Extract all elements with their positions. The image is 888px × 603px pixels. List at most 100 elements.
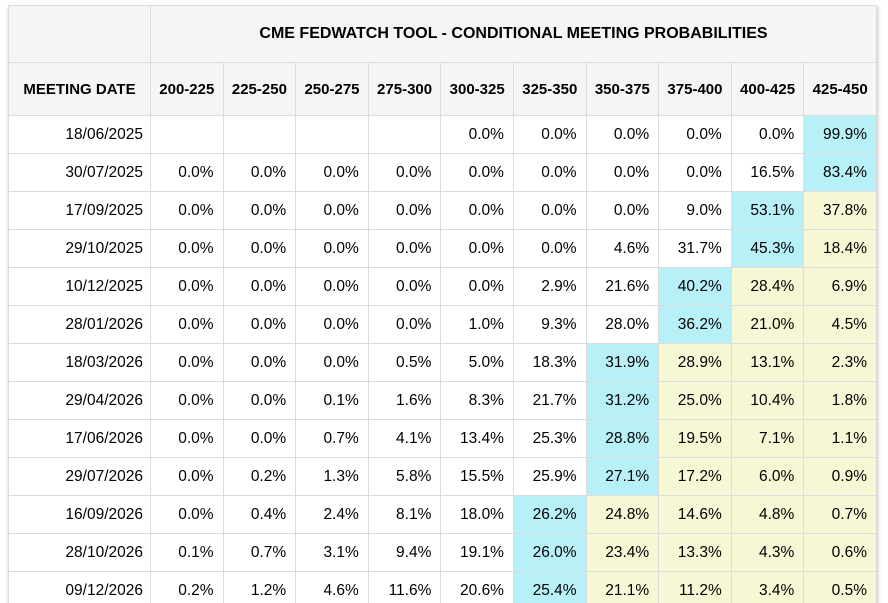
probability-cell: 0.0% <box>440 191 514 230</box>
probability-cell: 2.4% <box>295 495 369 534</box>
probability-cell: 0.0% <box>295 153 369 192</box>
meeting-date-cell: 16/09/2026 <box>8 495 151 534</box>
probability-cell: 0.0% <box>150 153 224 192</box>
probability-cell: 0.0% <box>222 267 297 306</box>
rate-range-header: 300-325 <box>440 62 514 116</box>
probability-cell: 37.8% <box>803 191 877 230</box>
probability-cell: 16.5% <box>730 153 805 192</box>
probability-cell <box>222 115 297 154</box>
probability-cell: 0.0% <box>150 267 224 306</box>
probability-cell: 23.4% <box>585 533 660 572</box>
probability-cell: 1.3% <box>295 457 369 496</box>
probability-cell: 45.3% <box>730 229 805 268</box>
probability-cell: 0.0% <box>150 191 224 230</box>
rate-range-header: 400-425 <box>730 62 805 116</box>
probability-cell: 53.1% <box>730 191 805 230</box>
probability-cell: 0.0% <box>150 229 224 268</box>
probability-cell: 0.0% <box>150 419 224 458</box>
probability-cell: 0.0% <box>730 115 805 154</box>
meeting-date-cell: 18/03/2026 <box>8 343 151 382</box>
probability-cell: 0.0% <box>150 381 224 420</box>
probability-cell: 20.6% <box>440 571 514 603</box>
probability-cell: 0.0% <box>440 153 514 192</box>
probability-cell: 18.0% <box>440 495 514 534</box>
probability-cell: 28.8% <box>585 419 660 458</box>
table-row: 09/12/2026 0.2% 1.2% 4.6% 11.6% 20.6% 25.4% 21.… <box>8 571 877 603</box>
probability-cell: 0.0% <box>295 305 369 344</box>
probability-cell: 9.3% <box>512 305 587 344</box>
rate-range-header: 275-300 <box>367 62 442 116</box>
probability-cell: 0.0% <box>222 153 297 192</box>
probability-cell: 4.6% <box>295 571 369 603</box>
probability-cell: 0.0% <box>367 191 442 230</box>
probability-cell: 19.1% <box>440 533 514 572</box>
probability-cell: 6.0% <box>730 457 805 496</box>
table-row: 29/04/2026 0.0% 0.0% 0.1% 1.6% 8.3% 21.7% 31.2%… <box>8 381 877 420</box>
probability-cell: 0.0% <box>222 419 297 458</box>
probability-cell: 0.7% <box>295 419 369 458</box>
probability-cell: 0.0% <box>222 305 297 344</box>
probability-cell: 0.0% <box>658 153 732 192</box>
rate-range-header: 375-400 <box>658 62 732 116</box>
probability-cell: 0.0% <box>512 115 587 154</box>
column-header-row: MEETING DATE 200-225 225-250 250-275 275-300… <box>8 62 877 116</box>
probability-cell: 0.0% <box>222 229 297 268</box>
table-row: 16/09/2026 0.0% 0.4% 2.4% 8.1% 18.0% 26.2% 24.8… <box>8 495 877 534</box>
probability-cell: 0.0% <box>367 267 442 306</box>
meeting-date-cell: 28/10/2026 <box>8 533 151 572</box>
probability-cell: 40.2% <box>658 267 732 306</box>
probability-rows: 18/06/2025 0.0% 0.0% 0.0% 0.0% 0.0% 99.9% 30/07… <box>8 115 877 603</box>
meeting-date-cell: 29/07/2026 <box>8 457 151 496</box>
probability-cell: 4.1% <box>367 419 442 458</box>
table-row: 28/10/2026 0.1% 0.7% 3.1% 9.4% 19.1% 26.0% 23.4… <box>8 533 877 572</box>
title-row: CME FEDWATCH TOOL - CONDITIONAL MEETING … <box>8 5 877 63</box>
probability-cell: 4.5% <box>803 305 877 344</box>
probability-cell: 21.7% <box>512 381 587 420</box>
probability-cell: 4.6% <box>585 229 660 268</box>
probability-cell: 17.2% <box>658 457 732 496</box>
probability-cell: 0.0% <box>512 191 587 230</box>
probability-cell: 15.5% <box>440 457 514 496</box>
probability-cell: 7.1% <box>730 419 805 458</box>
probability-cell: 5.0% <box>440 343 514 382</box>
probability-cell: 4.8% <box>730 495 805 534</box>
table-row: 17/09/2025 0.0% 0.0% 0.0% 0.0% 0.0% 0.0% 0.0% 9.… <box>8 191 877 230</box>
probability-cell: 28.0% <box>585 305 660 344</box>
probability-cell: 0.0% <box>222 191 297 230</box>
probability-cell: 9.0% <box>658 191 732 230</box>
table-row: 30/07/2025 0.0% 0.0% 0.0% 0.0% 0.0% 0.0% 0.0% 0.… <box>8 153 877 192</box>
probability-cell: 0.5% <box>367 343 442 382</box>
probability-cell: 1.2% <box>222 571 297 603</box>
probability-cell: 1.8% <box>803 381 877 420</box>
probability-cell: 83.4% <box>803 153 877 192</box>
probability-cell: 25.4% <box>512 571 587 603</box>
probability-cell: 2.9% <box>512 267 587 306</box>
meeting-date-cell: 30/07/2025 <box>8 153 151 192</box>
probability-cell: 28.4% <box>730 267 805 306</box>
rate-range-header: 250-275 <box>295 62 369 116</box>
probability-cell: 21.1% <box>585 571 660 603</box>
probability-cell: 0.0% <box>440 267 514 306</box>
probability-cell: 13.4% <box>440 419 514 458</box>
probability-cell: 0.0% <box>295 267 369 306</box>
probability-cell: 24.8% <box>585 495 660 534</box>
meeting-date-cell: 10/12/2025 <box>8 267 151 306</box>
probability-cell: 0.0% <box>658 115 732 154</box>
table-row: 18/06/2025 0.0% 0.0% 0.0% 0.0% 0.0% 99.9% <box>8 115 877 154</box>
probability-cell: 0.0% <box>585 115 660 154</box>
probability-cell: 0.7% <box>222 533 297 572</box>
probability-cell: 4.3% <box>730 533 805 572</box>
meeting-date-cell: 29/04/2026 <box>8 381 151 420</box>
corner-cell <box>8 5 151 63</box>
probability-cell: 2.3% <box>803 343 877 382</box>
probability-cell: 0.0% <box>512 229 587 268</box>
probability-cell: 0.2% <box>150 571 224 603</box>
probability-cell: 8.1% <box>367 495 442 534</box>
probability-cell: 1.0% <box>440 305 514 344</box>
probability-cell: 0.0% <box>440 229 514 268</box>
probability-cell <box>367 115 442 154</box>
probability-cell: 10.4% <box>730 381 805 420</box>
meeting-date-cell: 09/12/2026 <box>8 571 151 603</box>
probability-cell: 0.6% <box>803 533 877 572</box>
probability-cell: 11.2% <box>658 571 732 603</box>
